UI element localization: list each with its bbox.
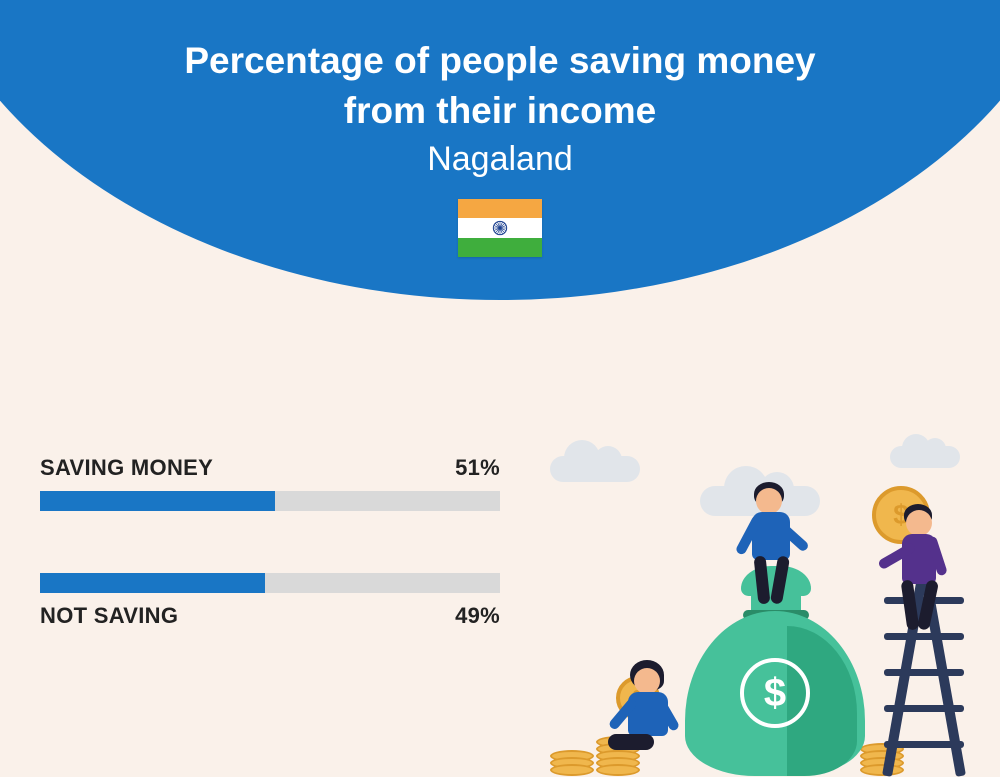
bar-labels: NOT SAVING 49% — [40, 603, 500, 629]
bar-fill — [40, 573, 265, 593]
subtitle: Nagaland — [0, 140, 1000, 179]
dollar-sign-icon: $ — [740, 658, 810, 728]
person-icon — [892, 506, 962, 646]
bar-labels: SAVING MONEY 51% — [40, 455, 500, 481]
bar-not-saving: NOT SAVING 49% — [40, 573, 500, 629]
bar-label: SAVING MONEY — [40, 455, 213, 481]
cloud-icon — [550, 456, 640, 482]
title-line2: from their income — [0, 86, 1000, 136]
person-icon — [740, 486, 820, 606]
bar-value: 51% — [455, 455, 500, 481]
bar-track — [40, 491, 500, 511]
bar-saving-money: SAVING MONEY 51% — [40, 455, 500, 511]
ashoka-chakra-icon — [492, 220, 508, 236]
cloud-icon — [890, 446, 960, 468]
person-icon — [600, 656, 690, 776]
savings-illustration: $ $ $ — [530, 436, 990, 776]
bar-label: NOT SAVING — [40, 603, 178, 629]
title-line1: Percentage of people saving money — [0, 36, 1000, 86]
bar-track — [40, 573, 500, 593]
india-flag-icon — [458, 199, 542, 257]
bar-chart: SAVING MONEY 51% NOT SAVING 49% — [40, 455, 500, 691]
coin-stack-icon — [550, 755, 594, 776]
bar-value: 49% — [455, 603, 500, 629]
header: Percentage of people saving money from t… — [0, 36, 1000, 262]
bar-fill — [40, 491, 275, 511]
